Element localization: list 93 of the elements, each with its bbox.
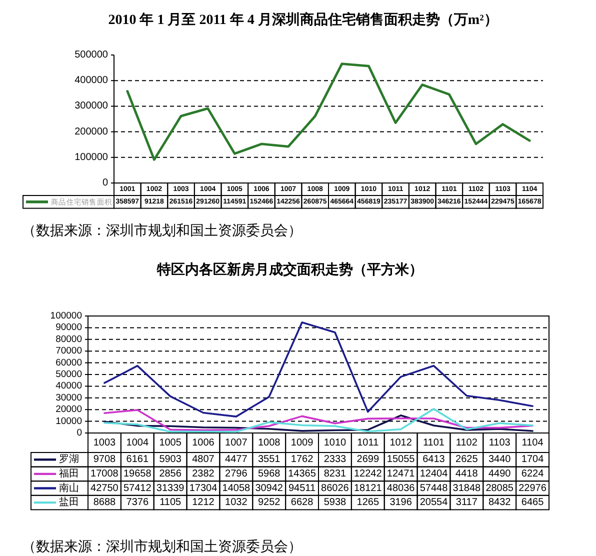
y-tick-label: 200000 [74,126,108,138]
y-tick-label: 10000 [56,416,82,427]
x-tick-label: 1103 [488,437,511,448]
data-label: 18121 [354,482,382,494]
data-label: 31848 [452,482,482,494]
data-label: 1762 [290,454,314,466]
data-label: 2333 [324,454,347,466]
chart-title: 特区内各区新房月成交面积走势（平方米） [156,261,423,278]
data-label: 4418 [456,468,478,480]
data-label: 1105 [160,497,182,508]
data-label: 3551 [258,454,281,466]
data-label: 1265 [356,497,380,508]
data-label: 30942 [255,482,284,494]
y-tick-label: 300000 [74,100,108,112]
x-tick-label: 1101 [422,437,445,448]
y-tick-label: 30000 [56,392,82,404]
data-label: 17008 [90,468,119,480]
data-label: 6161 [126,454,149,466]
x-tick-label: 1007 [225,437,248,448]
data-label: 57412 [123,482,152,494]
data-label: 42750 [90,482,119,494]
x-tick-label: 1010 [324,437,347,448]
data-label: 20554 [420,497,448,508]
data-label: 8432 [488,497,512,508]
data-label: 14058 [222,482,251,494]
data-label: 1704 [521,454,544,466]
data-label: 4807 [192,454,215,466]
x-tick-label: 1008 [258,437,281,448]
data-label: 48036 [386,482,416,494]
data-label: 2625 [456,454,478,466]
legend-label: 南山 [59,482,79,494]
data-label: 94511 [288,482,316,494]
y-tick-label: 40000 [56,380,82,392]
x-tick-label: 1011 [357,437,380,448]
data-label: 22976 [518,482,547,494]
data-label: 14365 [288,468,316,480]
data-label: 57448 [420,482,448,494]
data-label: 3440 [488,454,512,466]
y-tick-label: 80000 [56,334,82,345]
data-label: 15055 [386,454,416,466]
x-tick-label: 1005 [159,437,182,448]
data-label: 6413 [422,454,446,466]
y-tick-label: 50000 [56,369,82,380]
data-label: 1032 [225,497,248,508]
data-label: 5903 [159,454,182,466]
data-label: 6465 [521,497,544,508]
y-tick-label: 90000 [56,322,82,334]
data-label: 5968 [258,468,281,480]
data-label: 12471 [386,468,416,480]
data-label: 31339 [156,482,185,494]
y-tick-label: 100000 [74,152,108,163]
text: （数据来源：深圳市规划和国土资源委员会） [22,223,302,239]
x-tick-label: 1102 [456,437,478,448]
y-tick-label: 70000 [56,346,82,357]
data-label: 28085 [486,482,514,494]
x-tick-label: 1104 [522,437,544,448]
data-label: 8688 [93,497,116,508]
y-tick-label: 500000 [74,50,108,60]
data-label: 17304 [189,482,218,494]
data-label: 86026 [321,482,350,494]
data-label: 4490 [488,468,512,480]
data-label: 3117 [456,497,478,508]
x-tick-label: 1012 [390,437,412,448]
data-label: 5938 [324,497,347,508]
data-label: 2796 [225,468,248,480]
data-label: 2856 [159,468,182,480]
y-tick-label: 60000 [56,357,82,368]
x-tick-label: 1009 [290,437,314,448]
data-label: 6628 [290,497,314,508]
data-label: 12242 [354,468,382,480]
data-label: 1212 [192,497,215,508]
text: （数据来源：深圳市规划和国土资源委员会） [22,539,302,555]
data-label: 7376 [126,497,149,508]
y-tick-label: 100000 [50,310,82,322]
legend-label: 盐田 [59,496,79,508]
data-label: 8231 [324,468,347,480]
legend-label: 罗湖 [59,453,79,466]
data-label: 9708 [93,454,116,466]
data-label: 12404 [420,468,448,480]
x-tick-label: 1004 [126,437,149,448]
data-label: 3196 [390,497,412,508]
data-label: 9252 [258,497,281,508]
x-tick-label: 1006 [192,437,215,448]
data-label: 4477 [225,454,248,466]
data-label: 6224 [521,468,544,480]
data-label: 19658 [123,468,152,480]
y-tick-label: 20000 [56,404,82,416]
chart-title: 2010 年 1 月至 2011 年 4 月深圳商品住宅销售面积走势（万m²） [108,11,498,28]
y-tick-label: 400000 [74,75,108,86]
data-label: 2382 [192,468,215,480]
legend-label: 福田 [59,467,79,480]
data-label: 2699 [356,454,380,466]
x-tick-label: 1003 [93,437,116,448]
